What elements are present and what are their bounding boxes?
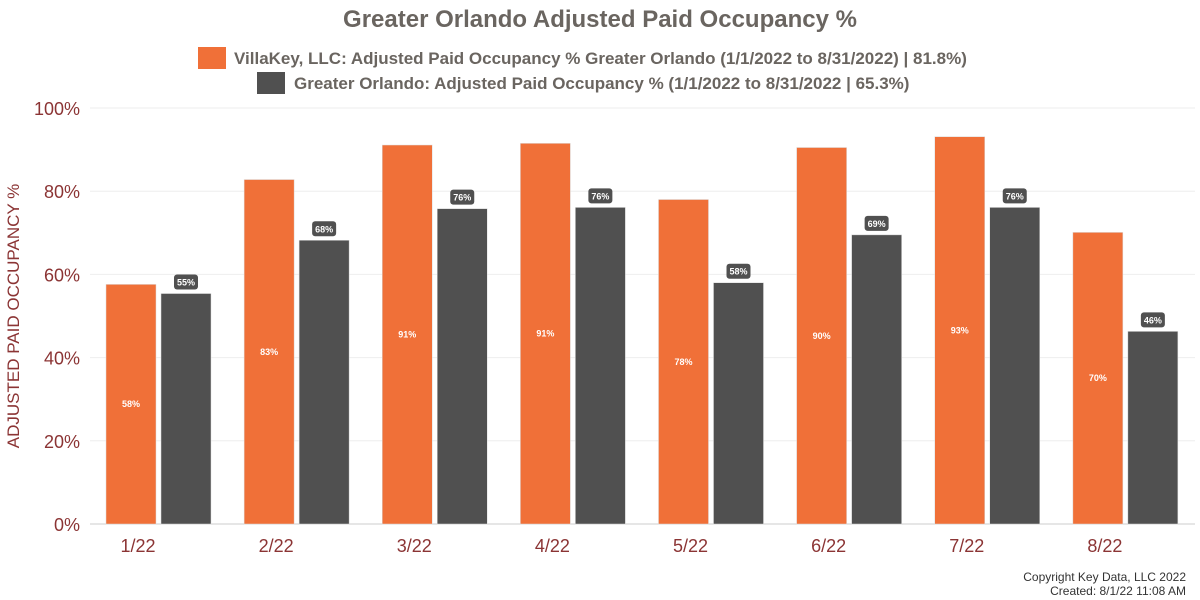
bar-greater-orlando[interactable]	[160, 293, 212, 525]
bar-villakey[interactable]	[658, 199, 709, 525]
y-tick-label: 60%	[44, 265, 80, 285]
data-label-villakey: 93%	[951, 325, 969, 335]
legend-swatch-villakey	[198, 47, 226, 69]
y-tick-label: 80%	[44, 182, 80, 202]
legend-swatch-greater-orlando	[257, 72, 285, 94]
data-label-box	[1002, 188, 1027, 204]
bar-greater-orlando[interactable]	[713, 282, 764, 525]
bar-greater-orlando[interactable]	[437, 208, 488, 525]
x-axis-ticks: 1/22 2/22 3/22 4/22 5/22 6/22 7/22 8/22	[120, 536, 1122, 556]
data-label-box	[588, 188, 613, 204]
bar-villakey[interactable]	[520, 143, 571, 525]
data-label-greater-orlando: 46%	[1144, 315, 1162, 325]
data-label-greater-orlando: 58%	[729, 267, 747, 277]
bar-villakey[interactable]	[382, 144, 433, 525]
bar-villakey[interactable]	[934, 136, 985, 525]
legend-item-greater-orlando[interactable]: Greater Orlando: Adjusted Paid Occupancy…	[257, 72, 909, 94]
data-label-greater-orlando: 68%	[315, 224, 333, 234]
bar-greater-orlando[interactable]	[298, 240, 350, 525]
data-label-villakey: 58%	[122, 399, 140, 409]
y-tick-label: 20%	[44, 432, 80, 452]
legend-label-greater-orlando: Greater Orlando: Adjusted Paid Occupancy…	[294, 74, 909, 93]
bar-greater-orlando[interactable]	[989, 207, 1040, 525]
copyright-text: Copyright Key Data, LLC 2022	[1023, 570, 1186, 584]
x-tick-label: 8/22	[1087, 536, 1122, 556]
y-tick-label: 100%	[34, 99, 80, 119]
data-label-box	[174, 274, 198, 290]
legend: VillaKey, LLC: Adjusted Paid Occupancy %…	[198, 47, 967, 94]
data-label-box	[450, 189, 475, 205]
y-axis-ticks: 0% 20% 40% 60% 80% 100%	[34, 99, 80, 535]
data-label-greater-orlando: 76%	[453, 193, 471, 203]
data-label-greater-orlando: 69%	[868, 219, 886, 229]
y-tick-label: 0%	[54, 515, 80, 535]
data-label-box	[312, 221, 337, 237]
data-label-box	[726, 263, 751, 279]
x-tick-label: 7/22	[949, 536, 984, 556]
y-tick-label: 40%	[44, 349, 80, 369]
bar-villakey[interactable]	[243, 179, 295, 525]
bar-greater-orlando[interactable]	[1127, 331, 1179, 525]
bar-greater-orlando[interactable]	[851, 234, 902, 525]
x-tick-label: 3/22	[397, 536, 432, 556]
data-label-villakey: 91%	[398, 330, 416, 340]
bar-villakey[interactable]	[105, 284, 157, 525]
legend-item-villakey[interactable]: VillaKey, LLC: Adjusted Paid Occupancy %…	[198, 47, 967, 69]
chart-title: Greater Orlando Adjusted Paid Occupancy …	[343, 6, 857, 33]
data-label-box	[1140, 312, 1165, 328]
bar-villakey[interactable]	[1072, 232, 1124, 525]
created-timestamp: Created: 8/1/22 11:08 AM	[1050, 584, 1186, 598]
x-tick-label: 1/22	[120, 536, 155, 556]
data-label-greater-orlando: 76%	[591, 191, 609, 201]
x-tick-label: 6/22	[811, 536, 846, 556]
data-label-box	[864, 215, 889, 231]
x-tick-label: 4/22	[535, 536, 570, 556]
bar-greater-orlando[interactable]	[575, 207, 626, 525]
data-label-greater-orlando: 55%	[177, 278, 195, 288]
x-tick-label: 2/22	[259, 536, 294, 556]
data-label-villakey: 83%	[260, 347, 278, 357]
legend-label-villakey: VillaKey, LLC: Adjusted Paid Occupancy %…	[234, 49, 967, 68]
data-label-villakey: 90%	[813, 331, 831, 341]
y-axis-label: ADJUSTED PAID OCCUPANCY %	[4, 184, 23, 449]
data-label-villakey: 70%	[1089, 373, 1107, 383]
data-label-villakey: 78%	[674, 357, 692, 367]
bar-villakey[interactable]	[796, 147, 847, 525]
data-label-villakey: 91%	[536, 329, 554, 339]
x-tick-label: 5/22	[673, 536, 708, 556]
bars: 58% 55% 83% 68% 91% 76% 91% 76% 78% 58% 90% 69% 93% 7…	[105, 136, 1179, 525]
data-label-greater-orlando: 76%	[1006, 191, 1024, 201]
